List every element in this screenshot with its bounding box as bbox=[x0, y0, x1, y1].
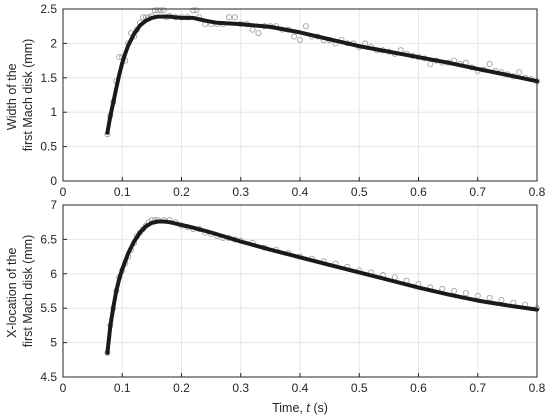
xlocation-panel-ticks: 0 0.1 0.2 0.3 0.4 0.5 0.6 0.7 0.8 4.5 5 5.5 6 6.5 7 bbox=[40, 198, 545, 395]
width-panel-x-tick-label: 0.4 bbox=[292, 185, 309, 199]
width-panel-data-point bbox=[160, 7, 167, 14]
xlocation-panel-x-tick-label: 0.6 bbox=[410, 381, 427, 395]
width-panel-data-point bbox=[302, 23, 309, 30]
time-axis-label: Time, t (s) bbox=[272, 401, 328, 415]
width-panel-data-point bbox=[231, 14, 238, 21]
width-panel-ticks: 0 0.1 0.2 0.3 0.4 0.5 0.6 0.7 0.8 0 0.5 1 1.5 2 2.5 bbox=[40, 2, 545, 199]
width-panel-data-point bbox=[296, 36, 303, 43]
width-panel-y-tick-label: 0.5 bbox=[40, 140, 57, 154]
xlocation-panel-series bbox=[104, 217, 541, 356]
width-panel-x-tick-label: 0.3 bbox=[232, 185, 249, 199]
width-panel-data-point bbox=[427, 61, 434, 68]
xlocation-panel-x-tick-label: 0.7 bbox=[469, 381, 486, 395]
width-panel: 0 0.1 0.2 0.3 0.4 0.5 0.6 0.7 0.8 0 0.5 1 1.5 2 2.5 Wi… bbox=[5, 2, 546, 199]
xlocation-panel-y-tick-label: 7 bbox=[50, 198, 57, 212]
width-panel-data-point bbox=[291, 33, 298, 40]
time-axis-label-variable: t bbox=[306, 401, 310, 415]
width-panel-data-point bbox=[225, 14, 232, 21]
xlocation-panel-x-tick-label: 0.2 bbox=[173, 381, 190, 395]
xlocation-panel-ylabel-line-2: first Mach disk (mm) bbox=[21, 235, 35, 348]
width-panel-data-point bbox=[116, 54, 123, 61]
xlocation-panel-y-tick-label: 5 bbox=[50, 336, 57, 350]
width-panel-x-tick-label: 0.2 bbox=[173, 185, 190, 199]
width-panel-y-tick-label: 1.5 bbox=[40, 71, 57, 85]
xlocation-panel-data-point bbox=[462, 290, 469, 297]
width-panel-x-tick-label: 0.1 bbox=[114, 185, 131, 199]
width-panel-data-point bbox=[139, 14, 146, 21]
width-panel-data-point bbox=[154, 7, 161, 14]
xlocation-panel-y-tick-label: 6 bbox=[50, 267, 57, 281]
xlocation-panel-x-tick-label: 0 bbox=[60, 381, 67, 395]
width-panel-series bbox=[104, 7, 541, 138]
width-panel-x-tick-label: 0.8 bbox=[529, 185, 546, 199]
xlocation-panel-x-tick-label: 0.5 bbox=[351, 381, 368, 395]
time-axis-label-unit: (s) bbox=[310, 401, 328, 415]
xlocation-panel-x-tick-label: 0.3 bbox=[232, 381, 249, 395]
width-panel-fit-line bbox=[105, 14, 539, 135]
width-panel-x-tick-label: 0.6 bbox=[410, 185, 427, 199]
xlocation-panel-ylabel-line-1: X-location of the bbox=[5, 248, 19, 338]
width-panel-data-point bbox=[255, 30, 262, 37]
width-panel-data-point bbox=[193, 7, 200, 14]
width-panel-data-point bbox=[486, 61, 493, 68]
width-panel-y-tick-label: 1 bbox=[50, 105, 57, 119]
width-panel-y-tick-label: 2 bbox=[50, 36, 57, 50]
xlocation-panel-data-point bbox=[451, 287, 458, 294]
xlocation-panel-ylabel: X-location of the first Mach disk (mm) bbox=[5, 235, 35, 348]
width-panel-ylabel-line-1: Width of the bbox=[5, 63, 19, 130]
xlocation-panel-fit-line bbox=[105, 219, 539, 355]
width-panel-data-point bbox=[190, 7, 197, 14]
width-panel-ylabel: Width of the first Mach disk (mm) bbox=[5, 39, 35, 152]
xlocation-panel-x-tick-label: 0.1 bbox=[114, 381, 131, 395]
xlocation-panel-data-point bbox=[474, 292, 481, 299]
width-panel-data-point bbox=[157, 7, 164, 14]
width-panel-x-tick-label: 0.5 bbox=[351, 185, 368, 199]
xlocation-panel-y-tick-label: 6.5 bbox=[40, 232, 57, 246]
width-panel-x-tick-label: 0 bbox=[60, 185, 67, 199]
width-panel-y-tick-label: 0 bbox=[50, 174, 57, 188]
xlocation-panel: 0 0.1 0.2 0.3 0.4 0.5 0.6 0.7 0.8 4.5 5 5.5 6 6.5 7 X-… bbox=[5, 198, 546, 415]
width-panel-ylabel-line-2: first Mach disk (mm) bbox=[21, 39, 35, 152]
width-panel-x-tick-label: 0.7 bbox=[469, 185, 486, 199]
width-panel-data-point bbox=[516, 69, 523, 76]
xlocation-panel-y-tick-label: 4.5 bbox=[40, 370, 57, 384]
time-axis-label-text: Time, bbox=[272, 401, 306, 415]
xlocation-panel-x-tick-label: 0.4 bbox=[292, 381, 309, 395]
xlocation-panel-data-point bbox=[486, 294, 493, 301]
width-panel-y-tick-label: 2.5 bbox=[40, 2, 57, 16]
xlocation-panel-x-tick-label: 0.8 bbox=[529, 381, 546, 395]
width-panel-data-point bbox=[151, 7, 158, 14]
xlocation-panel-y-tick-label: 5.5 bbox=[40, 301, 57, 315]
